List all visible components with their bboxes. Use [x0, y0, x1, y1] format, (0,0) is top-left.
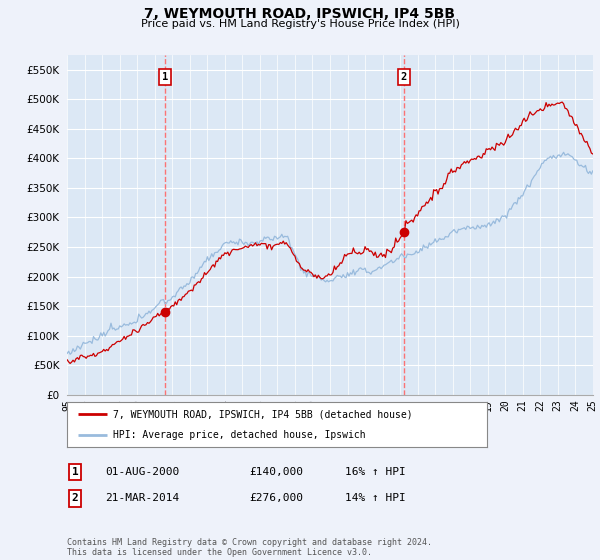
Text: 01-AUG-2000: 01-AUG-2000: [105, 467, 179, 477]
Text: Contains HM Land Registry data © Crown copyright and database right 2024.
This d: Contains HM Land Registry data © Crown c…: [67, 538, 432, 557]
Text: 7, WEYMOUTH ROAD, IPSWICH, IP4 5BB: 7, WEYMOUTH ROAD, IPSWICH, IP4 5BB: [145, 7, 455, 21]
Text: 2: 2: [401, 72, 407, 82]
Text: 1: 1: [162, 72, 168, 82]
Text: 21-MAR-2014: 21-MAR-2014: [105, 493, 179, 503]
Text: Price paid vs. HM Land Registry's House Price Index (HPI): Price paid vs. HM Land Registry's House …: [140, 19, 460, 29]
Text: 1: 1: [71, 467, 79, 477]
Text: 16% ↑ HPI: 16% ↑ HPI: [345, 467, 406, 477]
Text: £140,000: £140,000: [249, 467, 303, 477]
Text: £276,000: £276,000: [249, 493, 303, 503]
Text: 14% ↑ HPI: 14% ↑ HPI: [345, 493, 406, 503]
Text: HPI: Average price, detached house, Ipswich: HPI: Average price, detached house, Ipsw…: [113, 430, 366, 440]
Text: 2: 2: [71, 493, 79, 503]
Text: 7, WEYMOUTH ROAD, IPSWICH, IP4 5BB (detached house): 7, WEYMOUTH ROAD, IPSWICH, IP4 5BB (deta…: [113, 409, 413, 419]
